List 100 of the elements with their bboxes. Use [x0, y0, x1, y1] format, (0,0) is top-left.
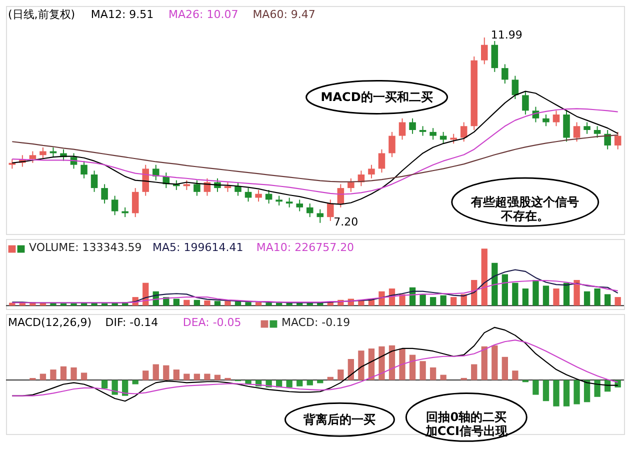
- candlestick: [8, 158, 16, 170]
- bar: [553, 380, 560, 406]
- bar: [430, 297, 436, 306]
- candlestick: [388, 131, 396, 158]
- bar: [492, 345, 498, 380]
- candlestick: [194, 180, 200, 196]
- candlestick: [398, 118, 406, 140]
- candlestick: [450, 133, 457, 144]
- bar: [214, 374, 221, 380]
- candlestick: [522, 90, 529, 116]
- bar: [255, 302, 262, 306]
- text: MA60: 9.47: [252, 8, 316, 21]
- candlestick: [296, 199, 303, 212]
- bar: [50, 370, 56, 380]
- candlestick: [584, 122, 590, 134]
- bar: [338, 370, 344, 380]
- candlestick: [563, 110, 570, 142]
- annotation: 7.20: [334, 216, 358, 229]
- candlestick: [101, 184, 108, 204]
- bar: [163, 365, 170, 380]
- bar: [142, 370, 149, 380]
- candlestick: [460, 122, 468, 142]
- bar: [296, 380, 303, 386]
- bar: [80, 372, 88, 380]
- bar: [214, 301, 221, 306]
- bar: [30, 378, 36, 380]
- candlestick: [286, 197, 293, 208]
- chart-title: MACD(12,26,9): [8, 316, 92, 329]
- candlestick: [40, 146, 46, 160]
- candlestick: [419, 126, 426, 136]
- bar: [604, 294, 611, 306]
- bar: [563, 380, 570, 406]
- bar: [522, 288, 529, 306]
- bar: [594, 288, 600, 306]
- text: MA26: 10.07: [168, 8, 238, 21]
- bar: [70, 303, 77, 306]
- bar: [266, 302, 272, 306]
- text: MA12: 9.51: [90, 8, 154, 21]
- bar: [594, 380, 600, 397]
- candlestick: [430, 128, 436, 140]
- candlestick: [183, 180, 190, 190]
- bar: [60, 366, 67, 380]
- bar: [327, 376, 334, 380]
- bar: [70, 367, 77, 380]
- bar: [348, 359, 354, 380]
- bar: [112, 380, 118, 395]
- bar: [194, 300, 200, 306]
- bar: [450, 297, 457, 306]
- bar: [173, 370, 180, 380]
- legend-label: VOLUME: 133343.59: [29, 241, 142, 254]
- annotation: 有些超强股这个信号不存在。: [470, 195, 580, 224]
- candlestick: [224, 182, 232, 192]
- candlestick: [604, 130, 611, 150]
- bar: [184, 374, 190, 380]
- candlestick: [348, 178, 354, 192]
- bar: [542, 380, 550, 402]
- bar: [358, 350, 364, 380]
- bar: [471, 364, 478, 380]
- candlestick: [316, 208, 324, 224]
- bar: [224, 378, 231, 380]
- candlestick: [594, 126, 601, 138]
- bar: [40, 374, 46, 380]
- candlestick: [265, 189, 272, 204]
- annotation: 11.99: [490, 28, 522, 42]
- bar: [440, 374, 446, 380]
- candlestick: [29, 150, 36, 164]
- bar: [122, 380, 128, 396]
- bar: [184, 300, 190, 306]
- bar: [368, 348, 375, 380]
- text: MA5: 199614.41: [152, 241, 244, 254]
- bar: [286, 380, 292, 388]
- bar: [194, 374, 200, 380]
- candlestick: [327, 199, 334, 222]
- bar: [481, 346, 488, 380]
- bar: [132, 380, 138, 384]
- bar: [234, 302, 242, 306]
- text: DIF: -0.14: [105, 316, 158, 329]
- bar: [388, 345, 396, 380]
- text: DEA: -0.05: [182, 316, 242, 329]
- bar: [204, 374, 210, 380]
- bar: [245, 302, 252, 306]
- bar: [430, 367, 436, 380]
- candlestick: [542, 114, 550, 127]
- bar: [460, 378, 467, 380]
- bar: [101, 380, 108, 388]
- bar: [563, 282, 570, 306]
- candlestick: [142, 164, 149, 196]
- bar: [204, 300, 210, 306]
- bar: [306, 380, 313, 386]
- bar: [553, 288, 560, 306]
- candlestick: [552, 110, 560, 127]
- candlestick: [573, 122, 580, 142]
- bar: [532, 280, 539, 306]
- bar: [584, 291, 590, 306]
- bar: [614, 297, 621, 306]
- bar: [440, 295, 446, 306]
- candlestick: [234, 182, 242, 196]
- bar: [224, 301, 231, 306]
- candlestick: [409, 118, 416, 134]
- text: MA10: 226757.20: [256, 241, 354, 254]
